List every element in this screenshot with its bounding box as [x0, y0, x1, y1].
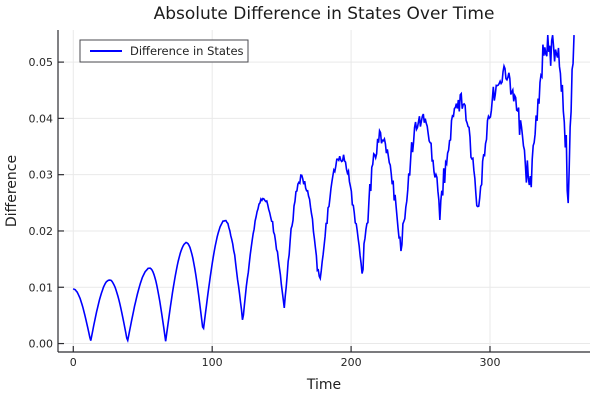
axes: 0 100 200 300 0.00 0.01 0.02 0.03 0.04 0.05 [29, 30, 590, 369]
chart-title: Absolute Difference in States Over Time [154, 4, 495, 24]
series-layer [72, 35, 575, 344]
grid-lines [58, 30, 590, 352]
x-tick-label: 300 [479, 356, 500, 369]
y-tick-label: 0.01 [29, 281, 54, 294]
y-tick-label: 0.03 [29, 169, 54, 182]
legend-box [79, 39, 249, 63]
x-axis-label: Time [306, 377, 341, 393]
y-axis-label: Difference [4, 155, 20, 227]
legend-label: Difference in States [130, 44, 244, 58]
x-tick-label: 200 [341, 356, 362, 369]
x-tick-label: 100 [202, 356, 223, 369]
difference-series-line [72, 35, 575, 344]
x-tick-label: 0 [70, 356, 77, 369]
y-tick-label: 0.05 [29, 56, 54, 69]
y-tick-label: 0.00 [29, 338, 54, 351]
legend: Difference in States [79, 39, 249, 63]
y-tick-label: 0.02 [29, 225, 54, 238]
y-tick-label: 0.04 [29, 112, 54, 125]
